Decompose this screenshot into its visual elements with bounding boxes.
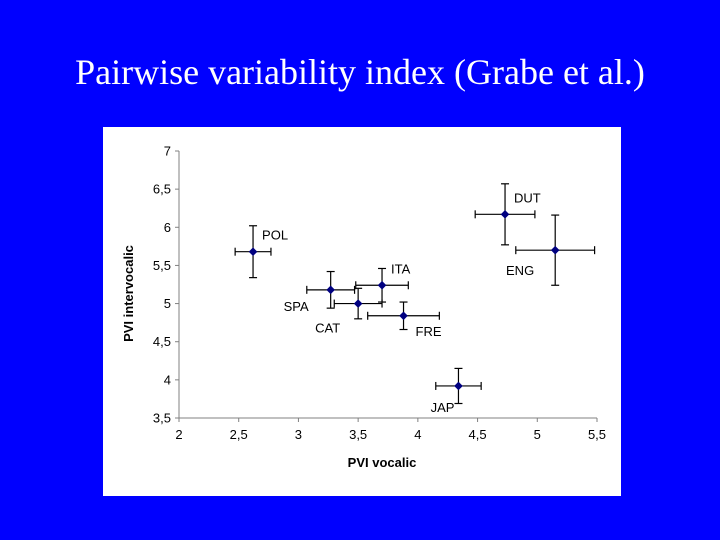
tick-labels: 3,5 4 4,5 5 5,5 6 6,5 7 2 2,5 3 3,5 4 4,5 5 5,5 — [153, 144, 606, 443]
diamond-marker — [326, 285, 335, 295]
point-label: ENG — [506, 263, 534, 278]
diamond-marker — [399, 311, 408, 321]
x-tick-label: 2 — [175, 427, 182, 442]
diamond-marker — [550, 245, 560, 255]
diamond-marker — [248, 247, 258, 257]
x-tick-label: 4 — [414, 427, 421, 442]
x-tick-label: 3 — [295, 427, 302, 442]
point-label: CAT — [315, 321, 340, 336]
data-point-cat: CAT — [315, 287, 383, 336]
x-tick-label: 4,5 — [469, 427, 487, 442]
y-axis-title: PVI intervocalic — [121, 245, 136, 342]
diamond-marker — [353, 299, 363, 308]
y-tick-label: 6 — [164, 220, 171, 235]
x-axis-title: PVI vocalic — [348, 455, 417, 470]
slide-title: Pairwise variability index (Grabe et al.… — [75, 52, 645, 92]
data-point-dut: DUT — [474, 183, 541, 246]
data-points: POL SPA ITA CAT FRE DUT ENG JAP — [234, 183, 596, 415]
data-point-ita: ITA — [355, 261, 411, 303]
y-tick-label: 6,5 — [153, 182, 171, 197]
data-point-pol: POL — [234, 225, 288, 279]
y-tick-label: 7 — [164, 144, 171, 159]
y-tick-label: 5,5 — [153, 258, 171, 273]
point-label: ITA — [391, 261, 411, 276]
y-tick-label: 4,5 — [153, 334, 171, 349]
y-tick-label: 5 — [164, 296, 171, 311]
point-label: JAP — [431, 400, 455, 415]
x-tick-label: 5,5 — [588, 427, 606, 442]
point-label: FRE — [416, 324, 442, 339]
scatter-chart: 3,5 4 4,5 5 5,5 6 6,5 7 2 2,5 3 3,5 4 4,5 5 5,5 POL SPA I… — [121, 144, 606, 471]
chart-panel: 3,5 4 4,5 5 5,5 6 6,5 7 2 2,5 3 3,5 4 4,5 5 5,5 POL SPA I… — [103, 127, 621, 496]
x-tick-label: 2,5 — [230, 427, 248, 442]
diamond-marker — [500, 210, 510, 219]
y-tick-label: 4 — [164, 372, 171, 387]
data-point-jap: JAP — [431, 367, 482, 415]
data-point-fre: FRE — [367, 301, 442, 339]
point-label: SPA — [284, 299, 309, 314]
point-label: POL — [262, 228, 288, 243]
data-point-spa: SPA — [284, 270, 356, 314]
axes — [175, 150, 598, 422]
x-tick-label: 5 — [534, 427, 541, 442]
data-point-eng: ENG — [506, 214, 596, 286]
diamond-marker — [377, 280, 387, 290]
y-tick-label: 3,5 — [153, 411, 171, 426]
diamond-marker — [454, 381, 463, 391]
x-tick-label: 3,5 — [349, 427, 367, 442]
point-label: DUT — [514, 190, 541, 205]
